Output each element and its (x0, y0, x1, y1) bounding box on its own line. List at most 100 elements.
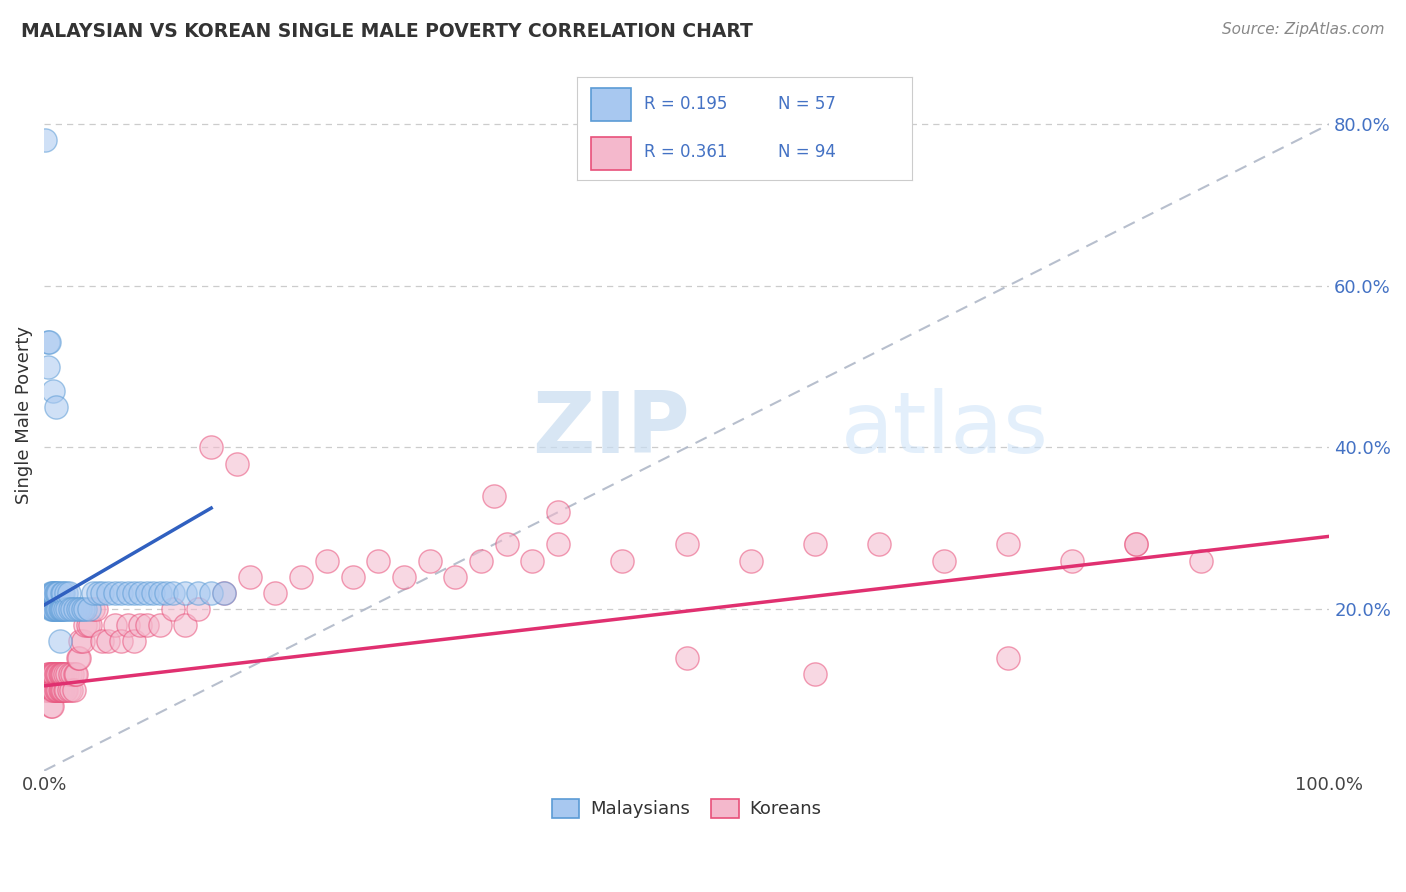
Point (51, 586, 73, 600)
Point (59, 666, 82, 681)
Point (38, 335, 60, 350)
Point (997, 650, 1019, 665)
Point (39, 699, 62, 714)
Point (110, 586, 132, 600)
Point (42, 602, 65, 616)
Text: MALAYSIAN VS KOREAN SINGLE MALE POVERTY CORRELATION CHART: MALAYSIAN VS KOREAN SINGLE MALE POVERTY … (21, 22, 754, 41)
Point (495, 537, 517, 551)
Point (72, 634, 94, 648)
Point (419, 553, 441, 567)
Point (56, 666, 79, 681)
Point (675, 650, 697, 665)
Point (49, 666, 72, 681)
Point (60, 682, 83, 697)
Point (342, 570, 364, 584)
Point (45, 682, 67, 697)
Point (63, 666, 86, 681)
Point (547, 505, 569, 519)
Point (66, 602, 89, 616)
Point (522, 553, 544, 567)
Point (155, 586, 177, 600)
Point (42, 666, 65, 681)
Point (122, 586, 145, 600)
Point (187, 586, 209, 600)
Point (37, 666, 59, 681)
Point (53, 602, 76, 616)
Point (37, 359, 59, 374)
Point (46, 682, 69, 697)
Point (59, 602, 82, 616)
Point (45, 602, 67, 616)
Point (740, 553, 762, 567)
Point (60, 602, 83, 616)
Point (44, 682, 66, 697)
Point (104, 618, 127, 632)
Point (149, 586, 172, 600)
Point (135, 586, 157, 600)
Point (39, 586, 62, 600)
Point (58, 682, 80, 697)
Point (51, 682, 73, 697)
Point (38, 666, 60, 681)
Point (46, 602, 69, 616)
Point (39, 666, 62, 681)
Point (110, 634, 132, 648)
Point (804, 537, 827, 551)
Point (212, 586, 235, 600)
Point (41, 699, 63, 714)
Point (69, 634, 91, 648)
Point (45, 666, 67, 681)
Point (367, 553, 389, 567)
Point (48, 634, 70, 648)
Point (66, 650, 89, 665)
Point (315, 553, 337, 567)
Point (482, 489, 505, 503)
Point (52, 666, 75, 681)
Point (42, 586, 65, 600)
Point (62, 682, 84, 697)
Point (212, 586, 235, 600)
Point (49, 682, 72, 697)
Point (44, 666, 66, 681)
Point (39, 602, 62, 616)
Point (41, 586, 63, 600)
Point (37, 335, 59, 350)
Y-axis label: Single Male Poverty: Single Male Poverty (15, 326, 32, 504)
Point (174, 618, 197, 632)
Point (1125, 537, 1147, 551)
Point (35, 682, 58, 697)
Point (200, 586, 222, 600)
Point (41, 666, 63, 681)
Point (225, 457, 247, 471)
Point (67, 650, 90, 665)
Point (290, 570, 312, 584)
Point (41, 682, 63, 697)
Point (52, 602, 75, 616)
Point (82, 602, 104, 616)
Point (46, 682, 69, 697)
Point (53, 682, 76, 697)
Point (87, 586, 110, 600)
Point (129, 618, 152, 632)
Point (48, 682, 70, 697)
Point (392, 570, 415, 584)
Point (49, 602, 72, 616)
Point (55, 586, 77, 600)
Point (129, 586, 152, 600)
Point (91, 586, 114, 600)
Point (135, 618, 157, 632)
Point (1189, 553, 1212, 567)
Point (48, 666, 70, 681)
Point (46, 666, 69, 681)
Point (932, 553, 955, 567)
Point (117, 586, 139, 600)
Point (264, 586, 287, 600)
Text: Source: ZipAtlas.com: Source: ZipAtlas.com (1222, 22, 1385, 37)
Point (63, 602, 86, 616)
Point (997, 537, 1019, 551)
Point (45, 586, 67, 600)
Point (612, 553, 634, 567)
Point (39, 682, 62, 697)
Text: atlas: atlas (841, 388, 1049, 471)
Point (444, 570, 467, 584)
